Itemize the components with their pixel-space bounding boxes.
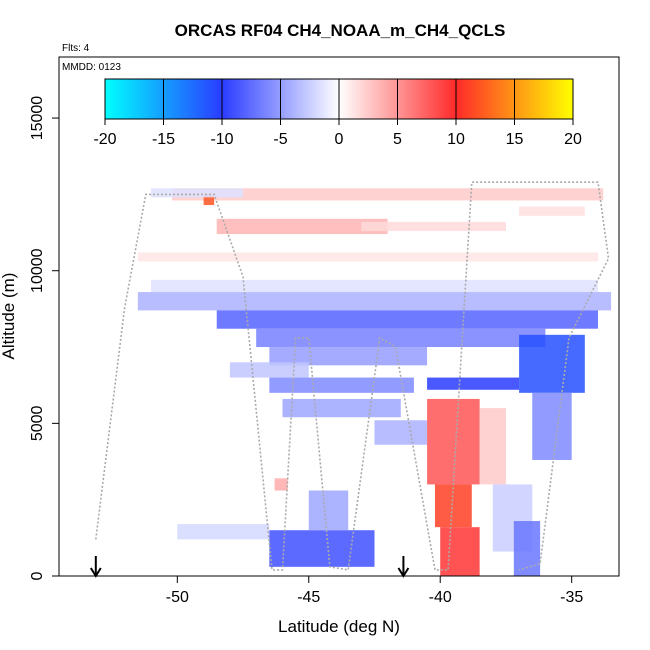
date-label: MMDD: 0123 [62,62,121,73]
heatmap-cell [151,279,598,293]
colorbar-tick-label: 20 [564,131,582,148]
chart-title: ORCAS RF04 CH4_NOAA_m_CH4_QCLS [175,21,506,40]
y-axis: 0 5000 10000 15000 [29,96,59,580]
heatmap-cell [374,420,428,445]
colorbar-tick-label: 0 [335,131,344,148]
heatmap-cell [440,527,480,576]
heatmap-cell [427,398,480,485]
heatmap-cell [151,188,244,198]
heatmap-cell [361,221,506,232]
heatmap-cell [269,347,428,366]
heatmap-cell [216,218,388,235]
colorbar-tick-label: 15 [506,131,524,148]
colorbar-tick-label: 10 [447,131,465,148]
y-tick-label: 5000 [29,405,46,441]
heatmap-cell [229,362,309,378]
colorbar-tick-label: 5 [393,131,402,148]
heatmap-cell [203,195,215,206]
heatmap-cell [256,328,546,348]
heatmap-cell [519,206,585,216]
heatmap-cell [269,530,375,567]
x-tick-label: -50 [166,589,189,606]
flight-track-line [95,181,610,571]
flight-track [95,181,610,571]
y-tick-label: 10000 [29,248,46,293]
heatmap-cell [269,377,414,393]
y-tick-label: 0 [29,571,46,580]
x-tick-label: -35 [560,589,583,606]
heatmap-cell [519,334,585,393]
plot-frame [58,56,620,577]
colorbar-tick-label: -15 [152,131,175,148]
heatmap-cell [282,398,401,418]
heatmap-cells [137,188,612,576]
heatmap-cell [434,484,472,528]
heatmap-cell [137,292,612,311]
colorbar: -20 -15 -10 -5 0 5 10 15 20 [93,78,582,148]
x-tick-label: -40 [429,589,452,606]
flights-label: Flts: 4 [62,43,90,54]
colorbar-tick-label: -10 [210,131,233,148]
heatmap-cell [172,188,604,201]
x-axis: -50 -45 -40 -35 [166,576,583,606]
heatmap-cell [427,377,520,390]
heatmap-cell [216,310,598,329]
heatmap-cell [532,392,572,460]
heatmap-cell [177,524,270,540]
y-axis-label: Altitude (m) [0,273,18,360]
x-axis-label: Latitude (deg N) [278,617,400,636]
y-tick-label: 15000 [29,96,46,141]
x-tick-label: -45 [297,589,320,606]
heatmap-cell [137,252,598,262]
heatmap-cell [308,490,349,531]
colorbar-tick-label: -20 [93,131,116,148]
colorbar-tick-label: -5 [273,131,287,148]
heatmap-cell [274,478,288,491]
heatmap-cell [479,408,506,485]
